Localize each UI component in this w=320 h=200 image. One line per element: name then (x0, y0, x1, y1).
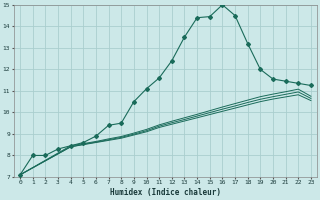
X-axis label: Humidex (Indice chaleur): Humidex (Indice chaleur) (110, 188, 221, 197)
